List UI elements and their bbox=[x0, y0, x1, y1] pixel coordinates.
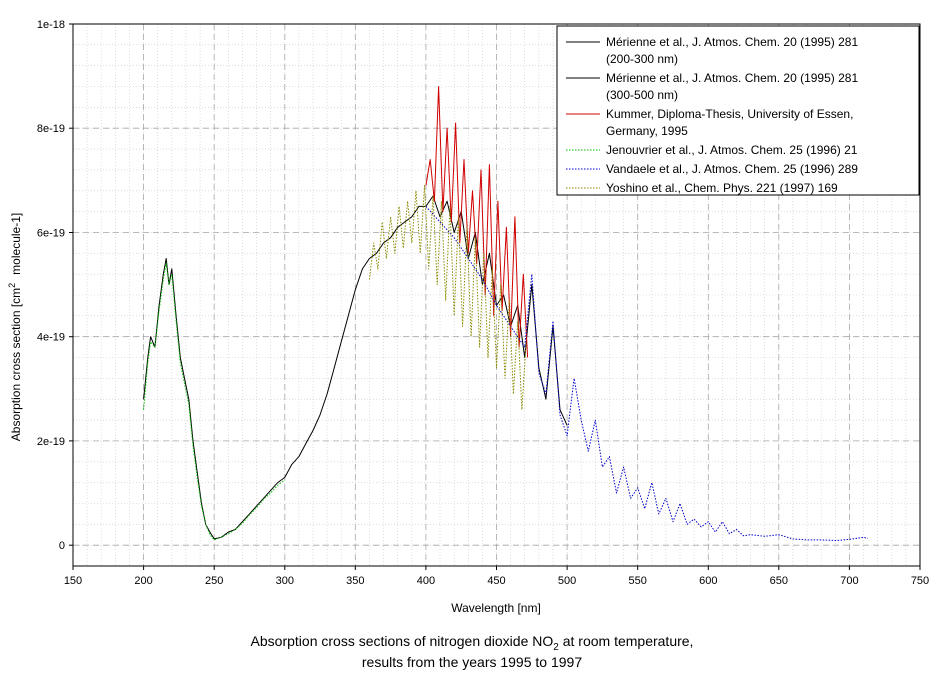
x-tick-label: 250 bbox=[205, 575, 223, 587]
x-tick-label: 350 bbox=[346, 575, 364, 587]
x-tick-label: 200 bbox=[134, 575, 152, 587]
x-tick-label: 600 bbox=[699, 575, 717, 587]
legend-entries: Mérienne et al., J. Atmos. Chem. 20 (199… bbox=[566, 35, 858, 195]
x-tick-label: 700 bbox=[840, 575, 858, 587]
legend: Mérienne et al., J. Atmos. Chem. 20 (199… bbox=[556, 25, 920, 196]
x-tick-label: 150 bbox=[64, 575, 82, 587]
legend-label-3: Germany, 1995 bbox=[606, 124, 688, 138]
legend-label-2: Mérienne et al., J. Atmos. Chem. 20 (199… bbox=[606, 71, 858, 85]
legend-label-6: Yoshino et al., Chem. Phys. 221 (1997) 1… bbox=[606, 181, 838, 195]
y-tick-label: 2e-19 bbox=[37, 436, 65, 448]
x-tick-label: 300 bbox=[276, 575, 294, 587]
y-tick-label: 4e-19 bbox=[37, 332, 65, 344]
series-line-6 bbox=[368, 185, 527, 411]
series-line-5 bbox=[425, 206, 868, 541]
caption-line-1: Absorption cross sections of nitrogen di… bbox=[0, 631, 944, 658]
legend-label-1: (200-300 nm) bbox=[606, 52, 678, 66]
legend-label-4: Jenouvrier et al., J. Atmos. Chem. 25 (1… bbox=[606, 143, 858, 157]
x-axis-title: Wavelength [nm] bbox=[451, 601, 541, 615]
legend-box bbox=[556, 25, 920, 196]
y-tick-label: 6e-19 bbox=[37, 228, 65, 240]
x-tick-label: 650 bbox=[770, 575, 788, 587]
series-line-3 bbox=[425, 86, 529, 358]
x-tick-label: 750 bbox=[911, 575, 929, 587]
x-axis-ticks: 150 200 250 300 350 400 450 500 550 600 650 700 750 bbox=[64, 566, 929, 587]
y-axis-title-superscript: 2 bbox=[7, 283, 17, 288]
y-tick-label: 0 bbox=[59, 540, 65, 552]
y-axis-title-prefix: Absorption cross section [cm bbox=[9, 288, 23, 441]
caption-line-2: results from the years 1995 to 1997 bbox=[361, 654, 583, 670]
caption-suffix: at room temperature, bbox=[558, 633, 694, 649]
y-axis-title: Absorption cross section [cm2 molecule-1] bbox=[7, 213, 23, 441]
caption-subscript: 2 bbox=[553, 641, 559, 653]
y-axis-ticks: 0 2e-19 4e-19 6e-19 8e-19 1e-18 bbox=[37, 19, 73, 552]
x-tick-label: 400 bbox=[417, 575, 435, 587]
x-tick-label: 500 bbox=[558, 575, 576, 587]
legend-label-3: Kummer, Diploma-Thesis, University of Es… bbox=[606, 107, 853, 121]
y-tick-label: 8e-19 bbox=[37, 123, 65, 135]
x-tick-label: 550 bbox=[629, 575, 647, 587]
series-group bbox=[143, 86, 868, 541]
y-axis-title-suffix: molecule-1] bbox=[9, 213, 23, 275]
caption-prefix: Absorption cross sections of nitrogen di… bbox=[250, 633, 554, 649]
series-line-4 bbox=[143, 263, 286, 541]
series-line-1 bbox=[143, 258, 286, 540]
legend-label-1: Mérienne et al., J. Atmos. Chem. 20 (199… bbox=[606, 35, 858, 49]
x-tick-label: 450 bbox=[487, 575, 505, 587]
y-tick-label: 1e-18 bbox=[37, 19, 65, 31]
legend-label-5: Vandaele et al., J. Atmos. Chem. 25 (199… bbox=[606, 162, 858, 176]
legend-label-2: (300-500 nm) bbox=[606, 88, 678, 102]
